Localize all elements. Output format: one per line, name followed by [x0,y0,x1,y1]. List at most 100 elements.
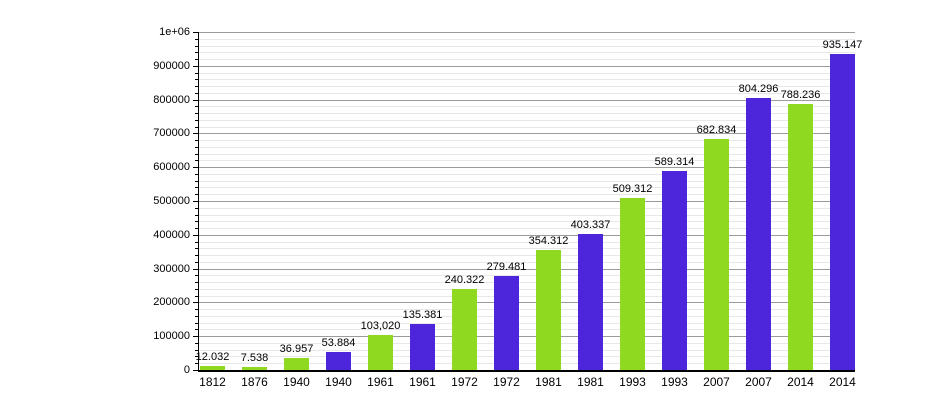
grid-line-minor [198,248,855,250]
grid-line-minor [198,349,855,351]
y-axis-tick [195,315,198,317]
y-axis-tick [195,180,198,182]
grid-line-minor [198,113,855,115]
bar [536,250,561,370]
grid-line-major [198,201,855,202]
bar [704,139,729,370]
x-axis-label: 1981 [577,375,604,389]
grid-line-major [198,99,855,101]
grid-line-minor [198,126,855,128]
y-axis-tick [195,126,198,128]
x-axis-label: 2014 [787,375,814,389]
bar-value-label: 103,020 [360,320,401,333]
y-axis-tick [195,79,198,81]
y-axis-tick [195,322,198,324]
y-axis-tick [195,261,198,263]
grid-line-minor [198,160,855,162]
y-axis-tick [195,194,198,196]
y-axis-tick [195,356,198,358]
x-axis-label: 1940 [325,375,352,389]
y-axis-label: 0 [183,364,190,376]
bar [830,53,855,370]
bar-value-label: 135.381 [402,309,443,322]
x-axis-label: 2007 [745,375,772,389]
grid-line-major [198,234,855,236]
grid-line-minor [198,261,855,263]
bar [788,103,813,370]
x-axis-label: 1993 [619,375,646,389]
bar [746,98,771,370]
grid-line-minor [198,207,855,209]
y-axis-tick [195,45,198,47]
y-axis-line [198,32,199,370]
y-axis-tick [195,329,198,331]
x-axis-label: 1876 [241,375,268,389]
y-axis-tick [195,119,198,121]
bar [494,275,519,370]
x-axis-label: 1972 [493,375,520,389]
y-axis-tick [195,153,198,155]
x-axis-label: 2007 [703,375,730,389]
grid-line-minor [198,241,855,243]
y-axis-tick [195,309,198,311]
grid-line-minor [198,214,855,216]
bar-value-label: 12.032 [195,350,230,363]
y-axis-tick [193,65,198,67]
grid-line-major [198,268,855,270]
grid-line-minor [198,288,855,290]
bar [620,197,645,370]
y-axis-label: 1e+06 [159,26,190,38]
bar-value-label: 509.312 [612,182,653,195]
grid-line-major [198,302,855,304]
grid-line-minor [198,45,855,47]
y-axis-tick [195,349,198,351]
grid-line-minor [198,52,855,54]
y-axis-tick [195,228,198,230]
y-axis-tick [195,214,198,216]
grid-line-minor [198,72,855,74]
bar-value-label: 403.337 [570,218,611,231]
y-axis-tick [193,32,198,33]
y-axis-tick [195,146,198,148]
x-axis-label: 1961 [367,375,394,389]
bar [200,365,225,370]
grid-line-minor [198,221,855,223]
y-axis-tick [193,234,198,236]
y-axis-tick [195,241,198,243]
y-axis-tick [195,113,198,115]
grid-line-minor [198,38,855,40]
grid-line-minor [198,329,855,331]
grid-line-major [198,133,855,135]
y-axis-label: 700000 [153,127,190,140]
y-axis-label: 300000 [153,262,190,275]
grid-line-minor [198,79,855,81]
y-axis-tick [195,221,198,223]
y-axis-tick [195,248,198,250]
y-axis-tick [195,342,198,344]
bar [326,351,351,370]
y-axis-label: 100000 [153,330,190,343]
y-axis-tick [193,302,198,304]
y-axis-tick [193,370,198,371]
grid-line-minor [198,322,855,324]
y-axis-tick [195,106,198,108]
y-axis-tick [193,133,198,135]
bar-value-label: 354.312 [528,235,569,248]
y-axis-label: 500000 [153,195,190,207]
grid-line-minor [198,153,855,155]
y-axis-label: 600000 [153,161,190,174]
y-axis-tick [195,295,198,297]
bar [410,324,435,370]
bar-value-label: 240.322 [444,273,485,286]
y-axis-label: 900000 [153,59,190,72]
grid-line-major [198,32,855,33]
grid-line-major [198,65,855,67]
grid-line-minor [198,140,855,142]
y-axis-tick [195,288,198,290]
grid-line-minor [198,356,855,358]
x-axis-label: 1993 [661,375,688,389]
y-axis-tick [195,86,198,88]
grid-line-minor [198,146,855,148]
grid-line-minor [198,86,855,88]
